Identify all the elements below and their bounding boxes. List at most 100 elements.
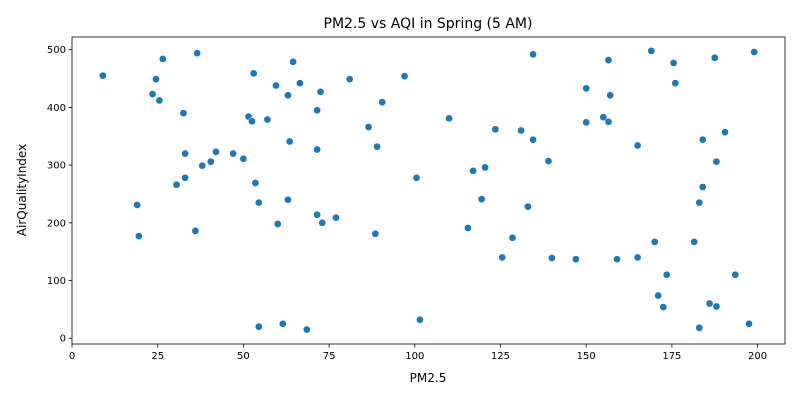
- data-point: [745, 319, 753, 328]
- data-point: [599, 113, 608, 122]
- data-point: [148, 90, 157, 98]
- data-point: [712, 302, 721, 311]
- data-point: [198, 161, 207, 170]
- data-point: [469, 167, 477, 175]
- data-point: [731, 270, 740, 279]
- data-point: [345, 75, 354, 83]
- y-tick-label: 0: [60, 334, 66, 345]
- x-axis-label: PM2.5: [410, 371, 447, 385]
- axes-layer: 0 25 50 75 100 125 150 175 200 0 100 200 300 400 500: [47, 45, 767, 362]
- data-point: [695, 323, 704, 332]
- data-point: [296, 79, 304, 88]
- data-point: [508, 233, 517, 242]
- data-point: [284, 91, 292, 100]
- data-point: [659, 303, 668, 311]
- data-point: [491, 125, 500, 134]
- data-point: [172, 180, 181, 189]
- y-tick-label: 500: [47, 45, 66, 56]
- data-point: [529, 135, 537, 144]
- data-point: [229, 149, 237, 158]
- x-tick-label: 175: [662, 351, 681, 362]
- data-point: [477, 195, 486, 204]
- data-point: [251, 179, 260, 187]
- y-tick-label: 200: [47, 218, 66, 229]
- data-point: [650, 238, 659, 246]
- data-point: [155, 96, 164, 105]
- data-point: [604, 117, 613, 126]
- chart-title: PM2.5 vs AQI in Spring (5 AM): [324, 16, 533, 32]
- data-point: [654, 291, 663, 300]
- data-point: [548, 254, 556, 262]
- x-tick-label: 150: [577, 351, 596, 362]
- x-tick-label: 50: [237, 351, 250, 362]
- data-point: [695, 198, 704, 207]
- data-point: [529, 50, 537, 59]
- data-point: [750, 48, 758, 56]
- data-point: [378, 98, 387, 107]
- data-point: [705, 299, 714, 308]
- data-point: [633, 253, 642, 262]
- data-point: [302, 325, 311, 334]
- data-point: [364, 123, 373, 131]
- data-point: [517, 126, 525, 135]
- x-tick-label: 200: [748, 351, 767, 362]
- points-layer: [99, 46, 758, 334]
- data-point: [498, 253, 507, 262]
- y-tick-label: 400: [47, 103, 66, 114]
- data-point: [273, 220, 282, 228]
- data-point: [263, 115, 272, 124]
- data-point: [400, 72, 409, 81]
- data-point: [481, 163, 489, 172]
- data-point: [278, 319, 287, 328]
- y-tick-label: 300: [47, 161, 66, 172]
- data-point: [464, 224, 472, 232]
- data-point: [212, 147, 220, 156]
- data-point: [313, 106, 321, 115]
- data-point: [647, 46, 656, 55]
- data-point: [412, 173, 421, 182]
- x-tick-label: 0: [69, 351, 75, 362]
- data-point: [662, 270, 671, 279]
- data-point: [572, 255, 580, 264]
- data-point: [289, 57, 297, 66]
- data-point: [193, 49, 201, 58]
- data-point: [285, 137, 294, 146]
- data-point: [249, 69, 258, 78]
- data-point: [710, 53, 719, 62]
- data-point: [698, 135, 707, 144]
- data-point: [313, 145, 321, 154]
- x-tick-label: 25: [151, 351, 164, 362]
- data-point: [544, 157, 553, 165]
- data-point: [272, 81, 280, 90]
- data-point: [633, 141, 642, 150]
- data-point: [582, 118, 591, 127]
- data-point: [604, 56, 613, 64]
- x-tick-label: 75: [323, 351, 336, 362]
- data-point: [606, 91, 615, 100]
- data-point: [373, 142, 381, 151]
- data-point: [99, 71, 107, 80]
- data-point: [179, 109, 188, 118]
- data-point: [239, 154, 248, 163]
- data-point: [134, 232, 143, 240]
- data-point: [690, 238, 699, 246]
- data-point: [712, 157, 721, 166]
- y-axis-label: AirQualityIndex: [15, 144, 29, 236]
- data-point: [316, 87, 325, 96]
- data-point: [524, 202, 532, 211]
- data-point: [445, 114, 453, 123]
- data-point: [191, 227, 200, 235]
- data-point: [206, 157, 215, 166]
- data-point: [698, 183, 707, 191]
- data-point: [721, 128, 729, 137]
- data-point: [284, 195, 292, 204]
- data-point: [248, 117, 256, 126]
- y-tick-label: 100: [47, 276, 66, 287]
- data-point: [152, 75, 160, 83]
- data-point: [371, 229, 380, 238]
- data-point: [254, 198, 263, 207]
- data-point: [671, 79, 680, 88]
- data-point: [181, 149, 189, 158]
